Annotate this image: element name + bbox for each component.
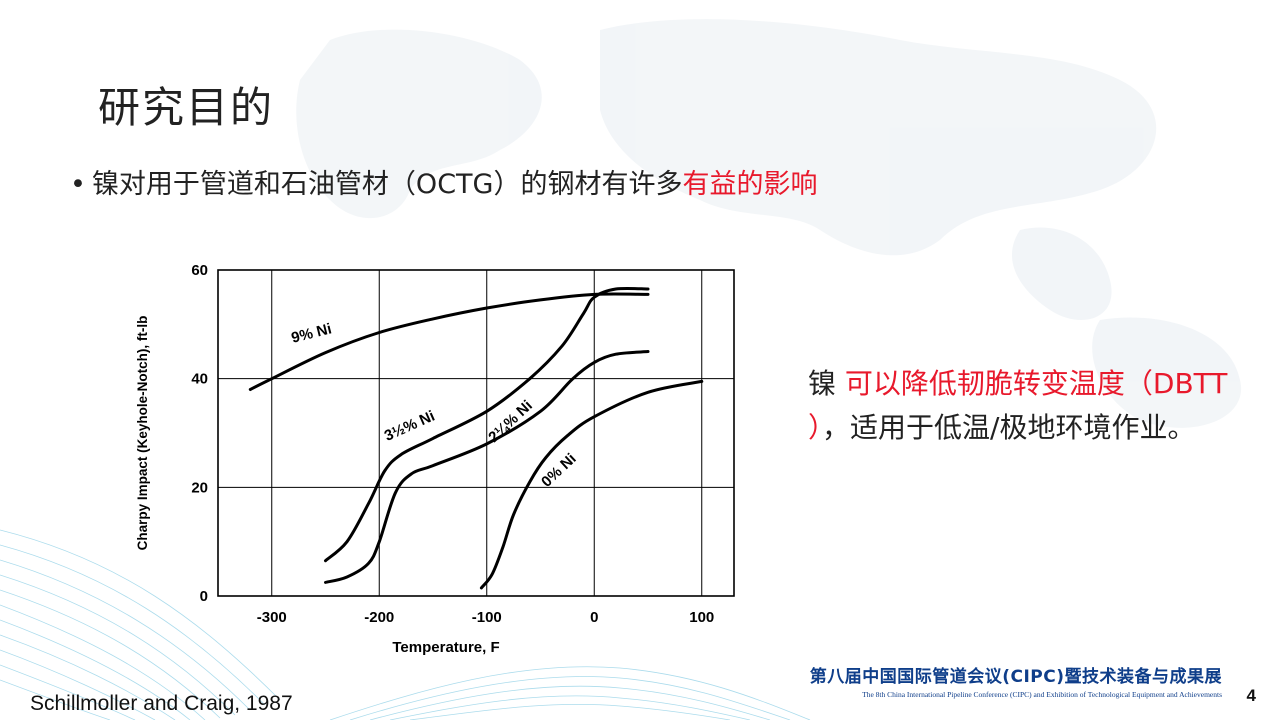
y-tick-label: 40 (191, 371, 208, 388)
y-axis-label: Charpy Impact (Keyhole-Notch), ft-lb (135, 316, 150, 551)
x-tick-label: -100 (472, 609, 502, 626)
x-tick-label: 100 (689, 609, 714, 626)
bullet-marker: • (70, 169, 86, 200)
citation: Schillmoller and Craig, 1987 (30, 692, 293, 715)
note-rest: ，适用于低温/极地环境作业。 (822, 411, 1196, 444)
x-tick-label: -300 (257, 609, 287, 626)
y-tick-label: 0 (200, 588, 208, 605)
charpy-impact-chart: -300 -200 -100 0 100 0 20 40 60 Temperature, F Cha… (135, 262, 735, 656)
series-line-3 (479, 379, 704, 590)
x-axis-label: Temperature, F (392, 639, 499, 656)
y-tick-label: 60 (191, 262, 208, 279)
series-label-3: 0% Ni (538, 450, 579, 490)
page-number: 4 (1246, 686, 1256, 705)
series-line-1 (324, 286, 650, 563)
bullet-point: • 镍对用于管道和石油管材（OCTG）的钢材有许多有益的影响 (70, 162, 817, 201)
note-lead: 镍 (808, 367, 845, 400)
bullet-highlight: 有益的影响 (682, 169, 818, 200)
plot-frame (217, 269, 735, 597)
conference-banner: 第八届中国国际管道会议(CIPC)暨技术装备与成果展 The 8th China… (810, 662, 1222, 699)
series-line-0 (248, 292, 650, 391)
bullet-text: 镍对用于管道和石油管材（OCTG）的钢材有许多 (91, 169, 683, 200)
series-label-0: 9% Ni (290, 320, 334, 346)
x-tick-label: -200 (364, 609, 394, 626)
series-line-2 (324, 350, 650, 584)
conference-name-cn: 第八届中国国际管道会议(CIPC)暨技术装备与成果展 (809, 667, 1222, 687)
note-highlight: 可以降低韧脆转变温度（DBTT ） (808, 367, 1228, 444)
dbtt-note: 镍 可以降低韧脆转变温度（DBTT ），适用于低温/极地环境作业。 (808, 362, 1248, 450)
y-tick-label: 20 (191, 479, 208, 496)
slide-title: 研究目的 (98, 83, 275, 132)
x-tick-label: 0 (590, 609, 598, 626)
conference-name-en: The 8th China International Pipeline Con… (862, 690, 1222, 699)
